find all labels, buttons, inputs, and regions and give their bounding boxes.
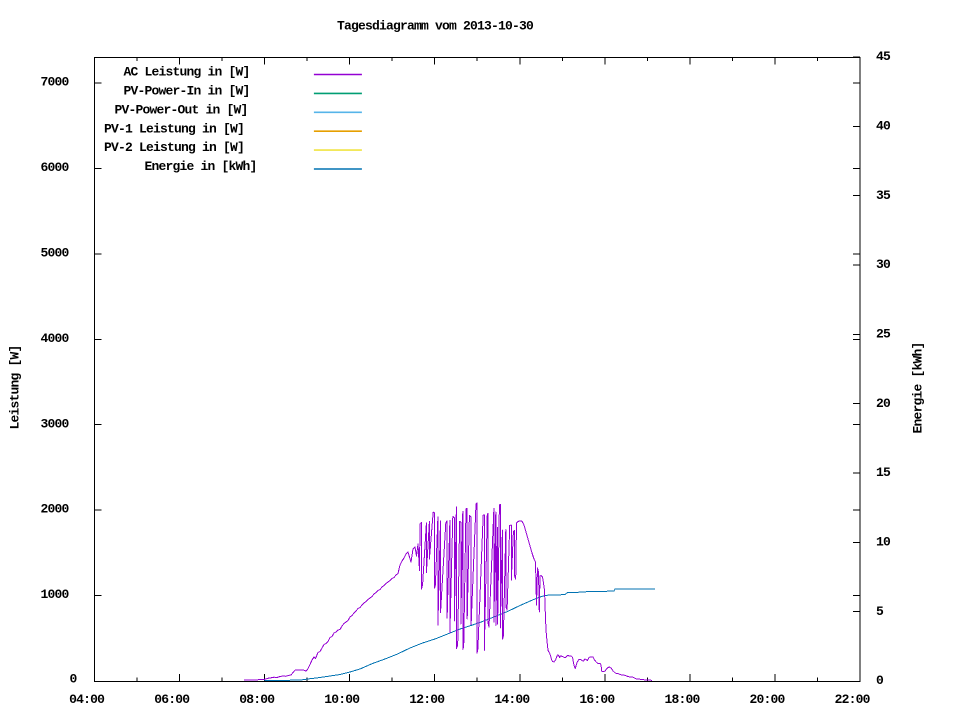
svg-text:20:00: 20:00 — [749, 692, 785, 707]
svg-text:7000: 7000 — [40, 75, 69, 90]
svg-text:Leistung [W]: Leistung [W] — [8, 345, 23, 429]
svg-text:AC Leistung in [W]: AC Leistung in [W] — [123, 65, 249, 80]
svg-text:14:00: 14:00 — [494, 692, 530, 707]
svg-text:6000: 6000 — [40, 160, 69, 175]
svg-text:Energie in [kWh]: Energie in [kWh] — [144, 159, 256, 174]
svg-text:2000: 2000 — [40, 502, 69, 517]
svg-text:4000: 4000 — [40, 331, 69, 346]
svg-text:Energie [kWh]: Energie [kWh] — [911, 342, 926, 433]
svg-text:30: 30 — [876, 257, 891, 272]
svg-text:5000: 5000 — [40, 246, 69, 261]
svg-text:15: 15 — [876, 465, 891, 480]
svg-text:PV-2 Leistung in [W]: PV-2 Leistung in [W] — [104, 140, 244, 155]
svg-text:35: 35 — [876, 188, 891, 203]
svg-text:PV-Power-In in [W]: PV-Power-In in [W] — [123, 84, 249, 99]
svg-text:3000: 3000 — [40, 416, 69, 431]
svg-text:06:00: 06:00 — [154, 692, 190, 707]
svg-text:Tagesdiagramm vom 2013-10-30: Tagesdiagramm vom 2013-10-30 — [337, 18, 534, 33]
svg-text:0: 0 — [69, 672, 77, 687]
svg-text:08:00: 08:00 — [239, 692, 275, 707]
svg-text:04:00: 04:00 — [69, 692, 105, 707]
svg-text:45: 45 — [876, 49, 891, 64]
svg-text:PV-Power-Out in [W]: PV-Power-Out in [W] — [114, 102, 247, 117]
svg-text:25: 25 — [876, 327, 891, 342]
svg-text:1000: 1000 — [40, 587, 69, 602]
svg-text:20: 20 — [876, 396, 891, 411]
svg-text:10: 10 — [876, 535, 891, 550]
svg-text:16:00: 16:00 — [579, 692, 615, 707]
svg-text:40: 40 — [876, 119, 891, 134]
svg-text:0: 0 — [876, 673, 884, 688]
svg-text:5: 5 — [876, 604, 884, 619]
svg-text:10:00: 10:00 — [324, 692, 360, 707]
svg-text:PV-1 Leistung in [W]: PV-1 Leistung in [W] — [104, 121, 244, 136]
svg-text:12:00: 12:00 — [409, 692, 445, 707]
svg-text:18:00: 18:00 — [664, 692, 700, 707]
svg-text:22:00: 22:00 — [835, 692, 871, 707]
